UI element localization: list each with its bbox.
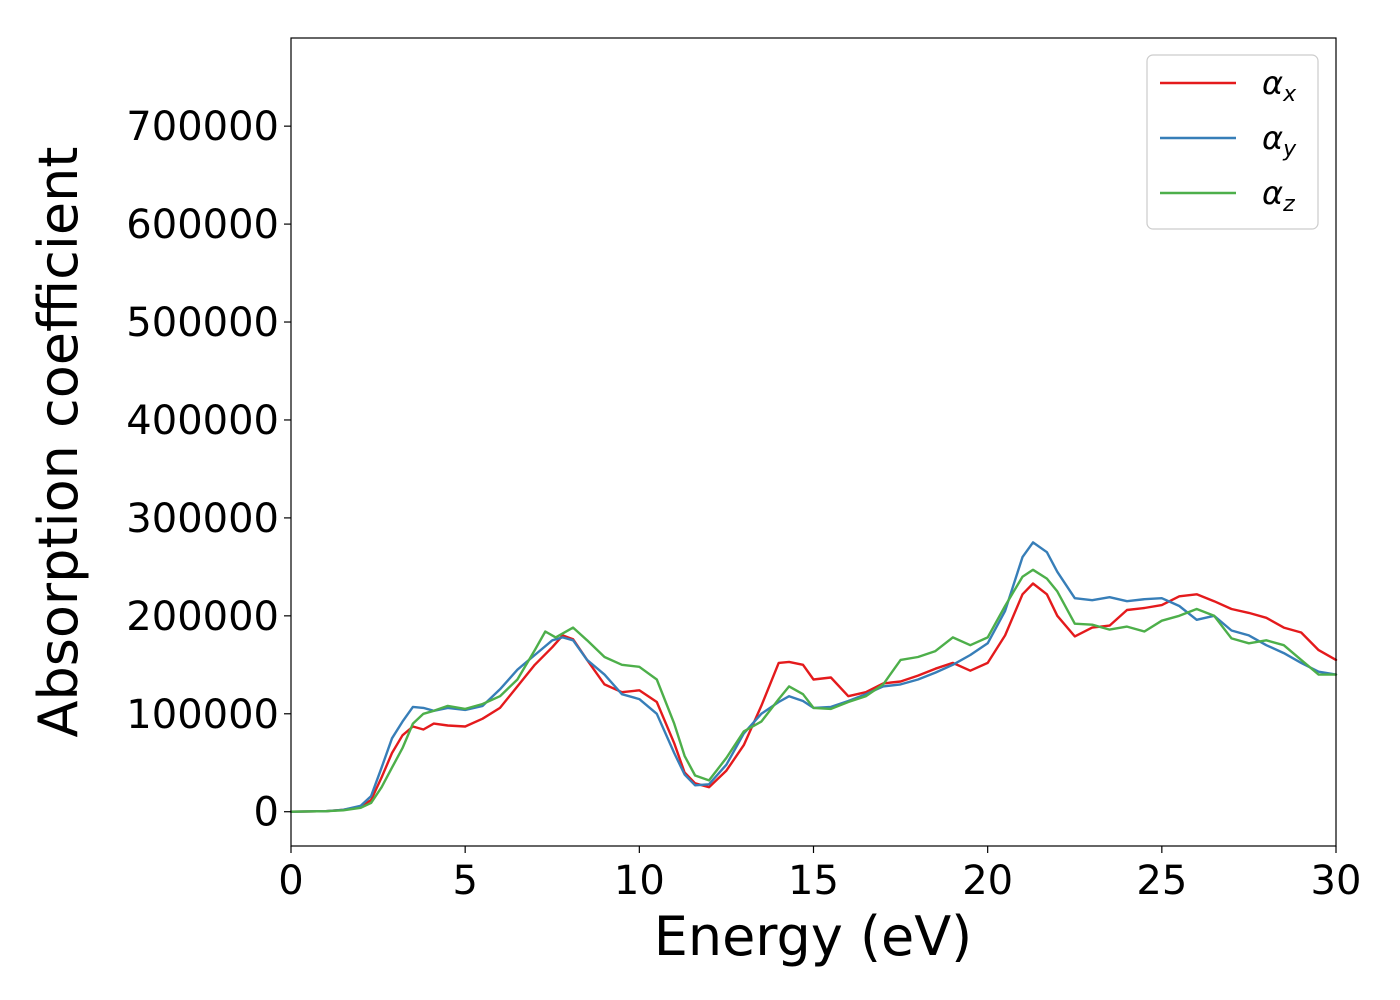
y-axis-ticks: 0 100000 200000 300000 400000 500000 600000 700… [126,104,291,836]
y-tick-label: 600000 [126,202,279,248]
series-line-z [289,568,1338,813]
y-tick-label: 200000 [126,594,279,640]
legend-label-z: αz [1262,174,1295,217]
x-tick-label: 10 [614,858,665,904]
x-tick-label: 0 [278,858,303,904]
y-axis-title: Absorption coefficient [27,147,90,738]
y-tick-label: 400000 [126,398,279,444]
x-tick-label: 30 [1311,858,1362,904]
series-line-y [289,541,1338,813]
y-tick-label: 100000 [126,692,279,738]
x-axis-ticks: 0 5 10 15 20 25 30 [278,846,1361,904]
legend-label-x: αx [1262,64,1297,107]
x-tick-label: 5 [452,858,477,904]
legend-label-y: αy [1262,119,1297,162]
legend: αx αy αz [1146,54,1319,230]
x-axis-title: Energy (eV) [654,905,973,968]
y-tick-label: 300000 [126,496,279,542]
series-line-x [289,582,1338,813]
y-tick-label: 500000 [126,300,279,346]
series-lines [289,541,1338,813]
legend-box [1146,54,1319,230]
y-tick-label: 0 [254,790,279,836]
x-tick-label: 15 [788,858,839,904]
y-tick-label: 700000 [126,104,279,150]
x-tick-label: 20 [962,858,1013,904]
x-tick-label: 25 [1136,858,1187,904]
